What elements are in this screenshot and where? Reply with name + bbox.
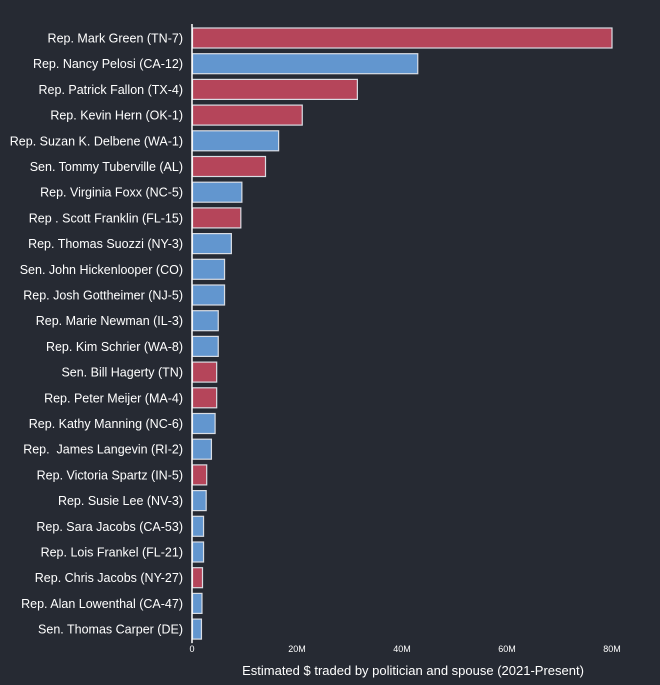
category-label: Sen. Thomas Carper (DE) [38, 623, 183, 637]
bar [191, 233, 232, 255]
bar [191, 155, 267, 178]
category-label: Rep. Victoria Spartz (IN-5) [37, 468, 183, 482]
bar [191, 181, 243, 203]
category-label: Rep. Marie Newman (IL-3) [36, 314, 183, 328]
category-label: Rep. Sara Jacobs (CA-53) [36, 520, 183, 534]
category-label: Rep. Nancy Pelosi (CA-12) [33, 57, 183, 71]
x-tick-label: 80M [603, 644, 621, 654]
category-label: Rep. Chris Jacobs (NY-27) [35, 571, 183, 585]
category-label: Rep. Peter Meijer (MA-4) [44, 391, 183, 405]
bar [191, 515, 205, 537]
category-label: Rep. Mark Green (TN-7) [48, 32, 183, 46]
bar [191, 541, 205, 563]
bar [191, 361, 218, 383]
bar [191, 490, 207, 512]
category-label: Rep. Alan Lowenthal (CA-47) [21, 597, 183, 611]
bar [191, 27, 613, 49]
category-label: Sen. Tommy Tuberville (AL) [30, 160, 183, 174]
category-label: Rep. Lois Frankel (FL-21) [41, 546, 183, 560]
category-label: Rep. Susie Lee (NV-3) [58, 494, 183, 508]
category-label: Sen. John Hickenlooper (CO) [20, 263, 183, 277]
bar [191, 258, 226, 280]
category-label: Rep. Kathy Manning (NC-6) [29, 417, 183, 431]
bar [191, 284, 226, 306]
category-label: Sen. Bill Hagerty (TN) [61, 366, 183, 380]
bar [191, 464, 208, 486]
category-label: Rep. Thomas Suozzi (NY-3) [28, 237, 183, 251]
bar [191, 78, 358, 101]
bar [191, 567, 204, 589]
bar [191, 412, 216, 435]
x-tick-label: 0 [189, 644, 194, 654]
x-axis-label: Estimated $ traded by politician and spo… [242, 663, 584, 678]
bar [191, 387, 218, 409]
category-labels: Rep. Mark Green (TN-7) Rep. Nancy Pelosi … [10, 32, 183, 637]
category-label: Rep. Kevin Hern (OK-1) [50, 109, 183, 123]
bar [191, 438, 213, 460]
bar [191, 310, 219, 332]
x-tick-label: 60M [498, 644, 516, 654]
category-label: Rep. Kim Schrier (WA-8) [46, 340, 183, 354]
x-axis-ticks: 0 20M 40M 60M 80M [189, 644, 620, 654]
category-label: Rep. Patrick Fallon (TX-4) [39, 83, 183, 97]
bar [191, 207, 242, 229]
bar [191, 335, 219, 357]
category-label: Rep. Virginia Foxx (NC-5) [40, 186, 183, 200]
bar [191, 104, 303, 126]
category-label: Rep . Scott Franklin (FL-15) [29, 211, 183, 225]
category-label: Rep. Suzan K. Delbene (WA-1) [10, 134, 183, 148]
bar [191, 130, 280, 152]
category-label: Rep. James Langevin (RI-2) [23, 443, 183, 457]
x-tick-label: 20M [288, 644, 306, 654]
bar [191, 592, 203, 615]
bar [191, 53, 419, 75]
bar [191, 618, 203, 640]
x-tick-label: 40M [393, 644, 411, 654]
category-label: Rep. Josh Gottheimer (NJ-5) [23, 289, 183, 303]
